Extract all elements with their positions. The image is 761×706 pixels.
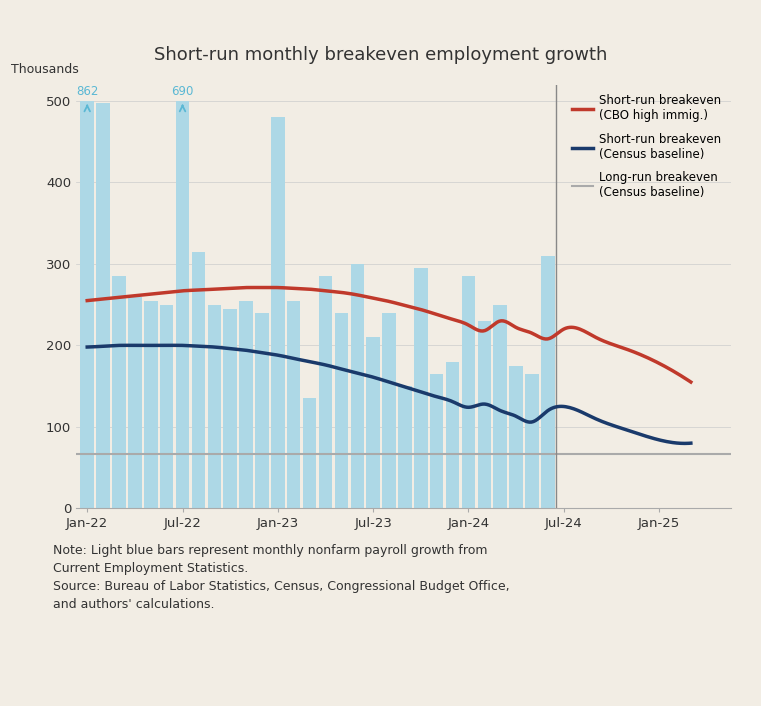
- Bar: [303, 398, 317, 508]
- Bar: [255, 313, 269, 508]
- Text: Thousands: Thousands: [11, 64, 78, 76]
- Bar: [287, 301, 301, 508]
- Text: 862: 862: [76, 85, 98, 97]
- Bar: [398, 386, 412, 508]
- Text: 690: 690: [171, 85, 194, 97]
- Bar: [224, 309, 237, 508]
- Bar: [97, 104, 110, 508]
- Bar: [176, 101, 189, 508]
- Legend: Short-run breakeven
(CBO high immig.), Short-run breakeven
(Census baseline), Lo: Short-run breakeven (CBO high immig.), S…: [568, 90, 724, 203]
- Bar: [414, 268, 428, 508]
- Bar: [462, 276, 475, 508]
- Bar: [382, 313, 396, 508]
- Bar: [525, 374, 539, 508]
- Bar: [192, 252, 205, 508]
- Bar: [430, 374, 444, 508]
- Bar: [112, 276, 126, 508]
- Text: Short-run monthly breakeven employment growth: Short-run monthly breakeven employment g…: [154, 46, 607, 64]
- Text: Note: Light blue bars represent monthly nonfarm payroll growth from
Current Empl: Note: Light blue bars represent monthly …: [53, 544, 510, 611]
- Bar: [366, 337, 380, 508]
- Bar: [208, 305, 221, 508]
- Bar: [541, 256, 555, 508]
- Bar: [81, 101, 94, 508]
- Bar: [446, 361, 460, 508]
- Bar: [319, 276, 333, 508]
- Bar: [351, 264, 364, 508]
- Bar: [239, 301, 253, 508]
- Bar: [493, 305, 507, 508]
- Bar: [144, 301, 158, 508]
- Bar: [271, 117, 285, 508]
- Bar: [128, 297, 142, 508]
- Bar: [160, 305, 174, 508]
- Bar: [335, 313, 348, 508]
- Bar: [509, 366, 523, 508]
- Bar: [478, 321, 491, 508]
